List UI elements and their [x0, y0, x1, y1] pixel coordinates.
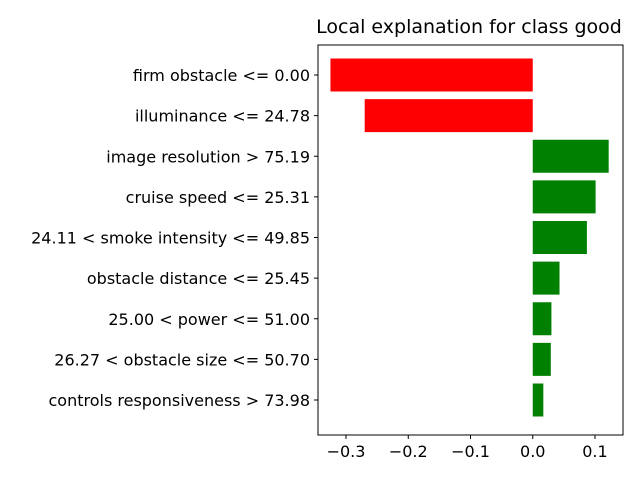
- category-label: image resolution > 75.19: [106, 147, 310, 166]
- bars-group: [330, 58, 609, 417]
- x-tick-label: −0.1: [451, 442, 490, 461]
- plot-frame: [317, 44, 624, 436]
- bar: [532, 383, 544, 417]
- category-label: illuminance <= 24.78: [135, 107, 310, 126]
- bar: [330, 58, 533, 92]
- category-label: cruise speed <= 25.31: [126, 188, 310, 207]
- x-tick-label: 0.1: [582, 442, 607, 461]
- x-tick-label: −0.2: [389, 442, 428, 461]
- bar: [532, 342, 551, 376]
- bar: [532, 261, 560, 295]
- category-label: controls responsiveness > 73.98: [48, 391, 310, 410]
- bar: [532, 139, 609, 173]
- x-tick-label: 0.0: [520, 442, 545, 461]
- category-label: 25.00 < power <= 51.00: [108, 310, 310, 329]
- bar: [532, 221, 587, 254]
- category-label: 26.27 < obstacle size <= 50.70: [54, 350, 310, 369]
- x-axis-ticks: −0.3 −0.2 −0.1 0.0 0.1: [327, 435, 608, 461]
- bar: [364, 99, 533, 133]
- bar: [532, 180, 596, 214]
- category-label: obstacle distance <= 25.45: [87, 269, 310, 288]
- category-label: firm obstacle <= 0.00: [133, 66, 310, 85]
- chart-title: Local explanation for class good: [316, 16, 622, 38]
- category-labels: firm obstacle <= 0.00 illuminance <= 24.7…: [31, 66, 318, 410]
- category-label: 24.11 < smoke intensity <= 49.85: [31, 229, 310, 248]
- x-tick-label: −0.3: [327, 442, 366, 461]
- bar: [532, 302, 552, 336]
